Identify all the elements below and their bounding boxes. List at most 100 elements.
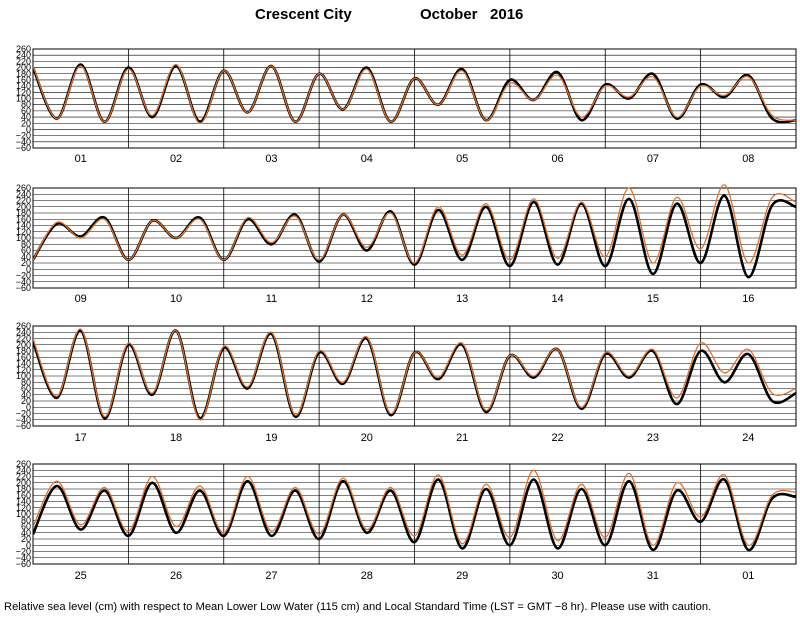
y-tick-label: 0 — [26, 540, 31, 550]
day-label-04: 04 — [361, 153, 373, 165]
series-predicted-line — [33, 184, 796, 264]
y-tick-label: 100 — [16, 94, 31, 104]
y-tick-label: 140 — [16, 221, 31, 231]
panel-frame — [32, 463, 797, 565]
day-label-26: 26 — [170, 570, 182, 582]
y-tick-label: 40 — [21, 112, 31, 122]
panel-frame — [32, 187, 797, 289]
y-tick-label: 200 — [16, 478, 31, 488]
day-label-21: 21 — [456, 432, 468, 444]
day-label-16: 16 — [742, 293, 754, 305]
day-label-29: 29 — [456, 570, 468, 582]
y-tick-label: −40 — [16, 415, 31, 425]
y-tick-label: 0 — [26, 124, 31, 134]
y-tick-label: 0 — [26, 402, 31, 412]
y-tick-label: 80 — [21, 239, 31, 249]
panel-frame — [32, 325, 797, 427]
day-label-12: 12 — [361, 293, 373, 305]
y-tick-label: −20 — [16, 271, 31, 281]
y-tick-label: 140 — [16, 359, 31, 369]
chart-title-month: October 2016 — [420, 6, 524, 23]
y-tick-label: 60 — [21, 384, 31, 394]
y-tick-label: 240 — [16, 465, 31, 475]
y-tick-label: 120 — [16, 87, 31, 97]
y-tick-label: 200 — [16, 202, 31, 212]
y-tick-label: 20 — [21, 396, 31, 406]
day-label-19: 19 — [265, 432, 277, 444]
y-tick-label: 120 — [16, 503, 31, 513]
y-tick-label: 120 — [16, 365, 31, 375]
y-tick-label: −20 — [16, 131, 31, 141]
y-tick-label: 240 — [16, 327, 31, 337]
y-tick-label: 80 — [21, 100, 31, 110]
y-tick-label: −20 — [16, 547, 31, 557]
day-label-01: 01 — [742, 570, 754, 582]
panel-frame — [32, 48, 797, 149]
y-tick-label: 140 — [16, 81, 31, 91]
y-tick-label: −40 — [16, 137, 31, 147]
day-label-10: 10 — [170, 293, 182, 305]
series-predicted-line — [33, 63, 796, 124]
tide-panel-3: 260240220200180160140120100806040200−20−… — [16, 321, 797, 444]
y-tick-label: 220 — [16, 334, 31, 344]
y-tick-label: 220 — [16, 472, 31, 482]
y-tick-label: 160 — [16, 75, 31, 85]
y-tick-label: 60 — [21, 106, 31, 116]
y-tick-label: 220 — [16, 196, 31, 206]
day-label-01: 01 — [75, 153, 87, 165]
y-tick-label: 40 — [21, 252, 31, 262]
y-tick-label: 260 — [16, 44, 31, 54]
y-tick-label: 160 — [16, 214, 31, 224]
y-tick-label: −40 — [16, 277, 31, 287]
day-label-07: 07 — [647, 153, 659, 165]
day-label-14: 14 — [551, 293, 563, 305]
y-tick-label: 200 — [16, 340, 31, 350]
day-label-15: 15 — [647, 293, 659, 305]
y-tick-label: 140 — [16, 497, 31, 507]
day-label-11: 11 — [266, 293, 277, 305]
day-label-02: 02 — [170, 153, 182, 165]
chart-title-station: Crescent City — [255, 6, 352, 23]
y-tick-label: 160 — [16, 352, 31, 362]
y-tick-label: 180 — [16, 69, 31, 79]
y-tick-label: −60 — [16, 283, 31, 293]
day-label-22: 22 — [551, 432, 563, 444]
y-tick-label: 180 — [16, 484, 31, 494]
y-tick-label: −40 — [16, 553, 31, 563]
day-label-25: 25 — [75, 570, 87, 582]
y-tick-label: 220 — [16, 56, 31, 66]
day-label-31: 31 — [647, 570, 659, 582]
day-label-23: 23 — [647, 432, 659, 444]
y-tick-label: 40 — [21, 528, 31, 538]
series-observed-line — [33, 478, 796, 552]
tide-panel-1: 260240220200180160140120100806040200−20−… — [16, 44, 797, 165]
y-tick-label: 60 — [21, 522, 31, 532]
series-predicted-line — [33, 328, 796, 421]
y-tick-label: −60 — [16, 421, 31, 431]
day-label-27: 27 — [265, 570, 277, 582]
y-tick-label: 100 — [16, 371, 31, 381]
y-tick-label: 80 — [21, 377, 31, 387]
day-label-18: 18 — [170, 432, 182, 444]
day-label-30: 30 — [551, 570, 563, 582]
y-tick-label: 180 — [16, 346, 31, 356]
y-tick-label: 80 — [21, 515, 31, 525]
day-label-28: 28 — [361, 570, 373, 582]
y-tick-label: 20 — [21, 258, 31, 268]
y-tick-label: 260 — [16, 321, 31, 331]
y-tick-label: −60 — [16, 143, 31, 153]
y-tick-label: 100 — [16, 509, 31, 519]
title-row: Crescent City October 2016 — [0, 4, 800, 28]
y-tick-label: 200 — [16, 63, 31, 73]
y-tick-label: 100 — [16, 233, 31, 243]
y-tick-label: 240 — [16, 50, 31, 60]
day-label-06: 06 — [551, 153, 563, 165]
day-label-08: 08 — [742, 153, 754, 165]
y-tick-label: 20 — [21, 534, 31, 544]
day-label-09: 09 — [75, 293, 87, 305]
tide-panel-2: 260240220200180160140120100806040200−20−… — [16, 183, 797, 305]
y-tick-label: 20 — [21, 118, 31, 128]
footer-note: Relative sea level (cm) with respect to … — [4, 601, 712, 613]
day-label-03: 03 — [265, 153, 277, 165]
